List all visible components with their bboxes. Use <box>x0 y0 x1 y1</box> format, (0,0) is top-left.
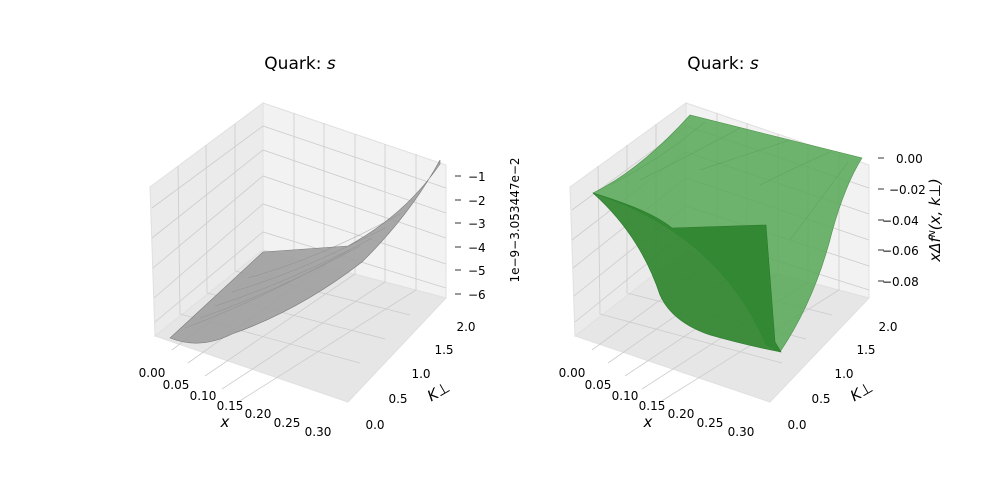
right-surface <box>592 114 863 353</box>
left-x-tick: 0.15 <box>217 399 244 413</box>
right-z-tick: 0.00 <box>896 152 923 166</box>
left-surface-mesh <box>169 159 441 344</box>
left-y-label: K⊥ <box>424 378 453 405</box>
right-x-tick: 0.15 <box>639 399 666 413</box>
right-z-label: xΔfᴺ(x, k⊥) <box>926 178 944 262</box>
right-x-ticks: 0.00 0.05 0.10 0.15 0.20 0.25 0.30 <box>559 366 755 439</box>
right-x-tick: 0.10 <box>612 389 639 403</box>
left-z-tick: −1 <box>468 170 486 184</box>
left-z-tick: −4 <box>468 241 486 255</box>
left-z-tick: −3 <box>468 217 486 231</box>
right-y-tick: 2.0 <box>878 320 897 334</box>
right-z-tick: −0.06 <box>882 244 919 258</box>
left-x-label: x <box>220 413 230 431</box>
left-y-ticks: 0.0 0.5 1.0 1.5 2.0 <box>365 320 475 432</box>
right-z-tick: −0.02 <box>889 183 926 197</box>
left-x-tick: 0.10 <box>190 389 217 403</box>
right-y-tick: 1.0 <box>834 367 853 381</box>
right-x-tick: 0.25 <box>697 416 724 430</box>
left-y-tick: 1.0 <box>411 367 430 381</box>
right-z-tick: −0.08 <box>882 275 919 289</box>
right-z-tick: −0.04 <box>882 214 919 228</box>
right-y-label: K⊥ <box>847 378 876 405</box>
right-y-tick: 1.5 <box>856 343 875 357</box>
right-y-ticks: 0.0 0.5 1.0 1.5 2.0 <box>787 320 897 432</box>
right-x-tick: 0.20 <box>668 407 695 421</box>
left-z-tick: −5 <box>468 264 486 278</box>
left-x-tick: 0.05 <box>163 378 190 392</box>
right-x-tick: 0.05 <box>585 378 612 392</box>
left-offset-text: 1e−9−3.053447e−2 <box>508 157 522 282</box>
right-y-tick: 0.0 <box>787 418 806 432</box>
right-x-tick: 0.00 <box>559 366 586 380</box>
left-surface <box>169 159 441 344</box>
left-y-tick: 2.0 <box>456 320 475 334</box>
left-z-tick: −6 <box>468 288 486 302</box>
right-surface-front <box>592 192 782 353</box>
left-title: Quark: s <box>264 54 336 74</box>
left-grid <box>151 113 447 403</box>
right-x-label: x <box>643 413 653 431</box>
left-z-tick: −2 <box>468 194 486 208</box>
left-y-tick: 0.5 <box>388 392 407 406</box>
left-x-tick: 0.00 <box>139 366 166 380</box>
right-y-tick: 0.5 <box>811 392 830 406</box>
left-y-tick: 0.0 <box>365 418 384 432</box>
left-x-tick: 0.30 <box>305 425 332 439</box>
right-title: Quark: s <box>687 54 759 74</box>
right-z-ticks: 0.00 −0.02 −0.04 −0.06 −0.08 <box>878 152 926 289</box>
left-x-tick: 0.25 <box>274 416 301 430</box>
left-subplot: Quark: s <box>139 54 522 439</box>
right-subplot: Quark: s <box>559 54 944 439</box>
left-z-ticks: −1 −2 −3 −4 −5 −6 <box>455 170 486 302</box>
left-x-ticks: 0.00 0.05 0.10 0.15 0.20 0.25 0.30 <box>139 366 332 439</box>
left-y-tick: 1.5 <box>434 343 453 357</box>
left-x-tick: 0.20 <box>245 407 272 421</box>
right-x-tick: 0.30 <box>728 425 755 439</box>
